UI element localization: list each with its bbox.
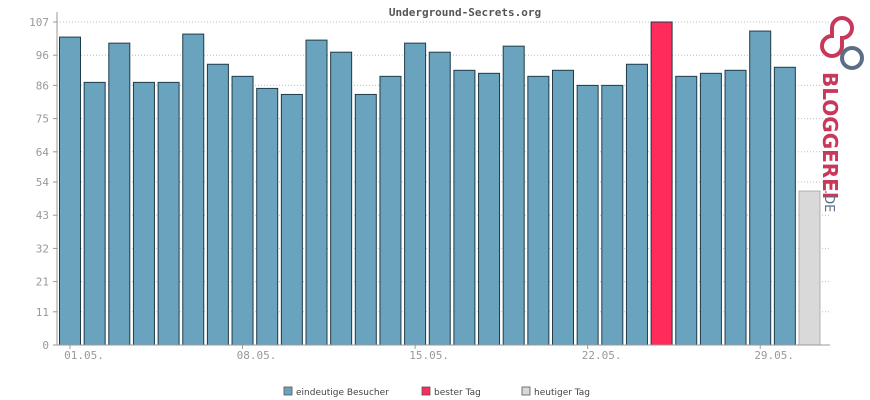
bar — [157, 81, 180, 346]
bar — [59, 36, 81, 346]
bar — [182, 33, 205, 346]
bar — [132, 81, 155, 346]
legend-swatch — [283, 386, 293, 396]
x-tick-label: 22.05. — [582, 349, 622, 362]
bar — [354, 93, 377, 346]
y-tick-label: 11 — [36, 306, 49, 319]
bloggerei-logo: BLOGGEREI .DE — [818, 16, 864, 212]
bar — [256, 87, 279, 346]
x-tick-label: 08.05. — [237, 349, 277, 362]
bar — [527, 75, 550, 346]
legend-label: heutiger Tag — [534, 388, 590, 398]
chart-title: Underground-Secrets.org — [389, 6, 541, 19]
bar-best-day — [650, 21, 673, 346]
bar — [280, 93, 303, 346]
legend-label: eindeutige Besucher — [296, 388, 389, 398]
y-tick-label: 0 — [42, 339, 49, 352]
axes — [56, 12, 830, 346]
bar — [749, 30, 772, 346]
bar — [699, 72, 722, 346]
y-tick-label: 43 — [36, 209, 49, 222]
bar — [206, 63, 229, 346]
logo-text: BLOGGEREI — [818, 72, 842, 199]
bar — [724, 69, 747, 346]
bar — [231, 75, 254, 346]
x-tick-label: 15.05. — [409, 349, 449, 362]
bar — [404, 42, 427, 346]
y-tick-label: 54 — [36, 176, 50, 189]
legend-label: bester Tag — [434, 388, 481, 398]
bar — [305, 39, 328, 346]
bar — [625, 63, 648, 346]
logo-suffix: .DE — [821, 190, 836, 212]
x-tick-label: 29.05. — [754, 349, 794, 362]
y-tick-label: 96 — [36, 49, 49, 62]
x-axis-ticks: 01.05. 08.05. 15.05. 22.05. 29.05. — [64, 345, 794, 362]
x-tick-label: 01.05. — [64, 349, 104, 362]
y-tick-label: 107 — [29, 16, 49, 29]
y-tick-label: 86 — [36, 79, 49, 92]
bar — [379, 75, 402, 346]
bar — [330, 51, 353, 346]
y-tick-label: 64 — [36, 146, 50, 159]
bar — [552, 69, 574, 346]
bar — [576, 84, 599, 346]
bar — [478, 72, 501, 346]
y-tick-label: 75 — [36, 113, 49, 126]
y-axis-ticks: 0 11 21 32 43 54 64 75 86 96 107 — [29, 16, 57, 352]
logo-mark-icon — [820, 16, 864, 70]
legend: eindeutige Besucher bester Tag heutiger Ta… — [283, 386, 590, 398]
bar-today — [798, 190, 821, 346]
bar — [108, 42, 131, 346]
bars — [59, 21, 821, 346]
bar — [773, 66, 796, 346]
legend-swatch — [421, 386, 431, 396]
bar — [83, 81, 106, 346]
bar — [428, 51, 451, 346]
legend-swatch — [521, 386, 531, 396]
y-tick-label: 21 — [36, 276, 49, 289]
bar — [502, 45, 525, 346]
bar — [601, 84, 624, 346]
bar — [453, 69, 476, 346]
y-tick-label: 32 — [36, 242, 49, 255]
bar — [675, 75, 698, 346]
